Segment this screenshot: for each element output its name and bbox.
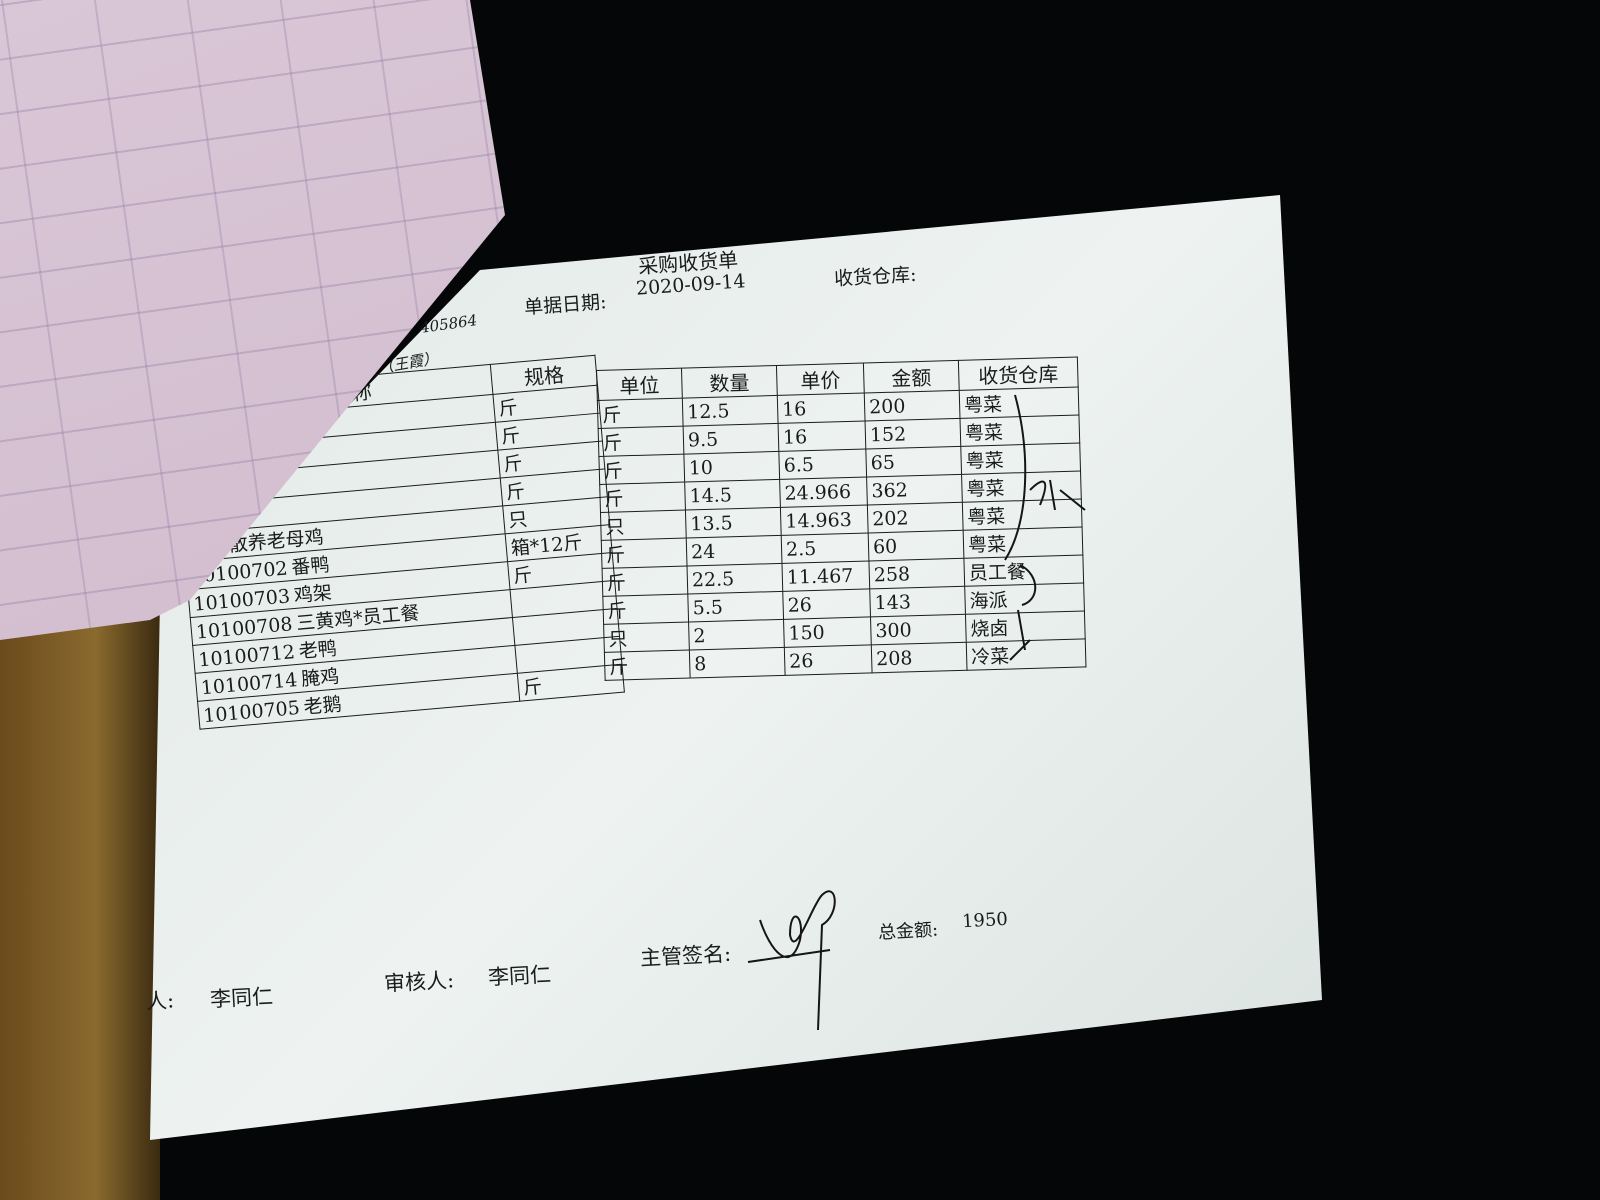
bracket-mark-2 (1009, 564, 1037, 661)
supervisor-signature (747, 890, 836, 1031)
bracket-mark (1004, 394, 1027, 561)
handwritten-note (1029, 479, 1086, 511)
